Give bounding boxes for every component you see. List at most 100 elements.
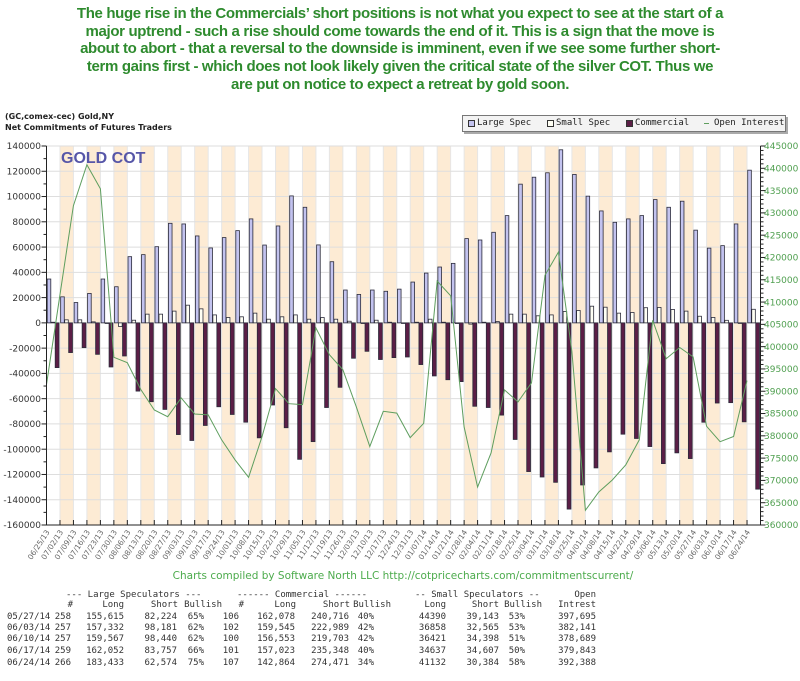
- annotation-text: The huge rise in the Commercials’ short …: [0, 5, 800, 94]
- large-spec-bar: [464, 238, 469, 324]
- cell-ls-traders: 266: [54, 657, 71, 668]
- table-row: 06/03/14 257 157,332 98,181 62% 102 159,545 222…: [0, 623, 800, 634]
- large-spec-bar: [747, 169, 752, 324]
- large-spec-bar: [720, 245, 725, 324]
- week-band: [437, 146, 451, 525]
- large-spec-bar: [437, 266, 442, 324]
- commercial-bar: [256, 322, 262, 439]
- right-axis-label: 430000: [764, 209, 799, 219]
- cell-ls-short: 82,224: [144, 611, 177, 622]
- cell-ls-long: 162,052: [86, 645, 124, 656]
- commercial-bar: [337, 322, 343, 388]
- large-spec-bar: [181, 223, 186, 324]
- cell-comm-short: 219,703: [311, 633, 349, 644]
- commercial-bar: [526, 322, 531, 472]
- cell-ss-bullish: 58%: [508, 657, 525, 668]
- small-spec-bar: [172, 310, 177, 324]
- small-spec-bar: [131, 319, 137, 324]
- commercial-bar: [378, 322, 383, 360]
- cell-comm-bullish: 40%: [357, 611, 374, 622]
- commercial-bar: [243, 322, 249, 423]
- large-spec-bar: [208, 247, 213, 324]
- group-header-open: Open: [574, 589, 596, 600]
- cell-ls-bullish: 62%: [187, 622, 204, 633]
- cell-ss-bullish: 53%: [508, 611, 525, 622]
- commercial-bar: [499, 322, 504, 416]
- legend-label-small-spec: Small Spec: [556, 118, 611, 128]
- commercial-bar: [283, 322, 289, 429]
- cell-comm-bullish: 34%: [357, 657, 374, 668]
- axes: [41, 145, 766, 526]
- table-row: 06/24/14 266 183,433 62,574 75% 107 142,864 274…: [0, 658, 800, 669]
- week-band: [383, 146, 397, 525]
- commercial-bar: [634, 322, 639, 439]
- right-axis-label: 380000: [764, 432, 799, 442]
- cell-ss-long: 36421: [418, 633, 446, 644]
- col-header-open-interest: Intrest: [558, 599, 596, 610]
- commercial-bar: [485, 322, 491, 408]
- left-axis-label: -140000: [3, 496, 41, 506]
- small-spec-bar: [50, 321, 56, 324]
- cell-comm-bullish: 42%: [357, 622, 374, 633]
- cell-ls-short: 98,181: [144, 622, 177, 633]
- cell-ls-long: 159,567: [86, 633, 124, 644]
- col-header-ls-bullish: Bullish: [184, 599, 222, 610]
- large-spec-swatch-icon: [468, 120, 475, 127]
- cell-ls-bullish: 75%: [187, 657, 204, 668]
- large-spec-bar: [343, 289, 348, 324]
- col-header-ss-long: Long: [424, 599, 446, 610]
- commercial-bar: [620, 322, 626, 435]
- cell-ls-short: 98,440: [144, 633, 177, 644]
- cell-ls-short: 83,757: [144, 645, 177, 656]
- cell-date: 06/03/14: [7, 622, 51, 633]
- cell-ss-short: 34,398: [466, 633, 499, 644]
- cell-ls-bullish: 65%: [187, 611, 204, 622]
- small-spec-bar: [657, 307, 662, 324]
- large-spec-bar: [275, 225, 281, 324]
- week-band: [113, 146, 128, 525]
- cell-ls-traders: 259: [54, 645, 71, 656]
- large-spec-bar: [168, 222, 173, 324]
- commercial-bar: [580, 322, 585, 486]
- large-spec-bar: [558, 149, 564, 324]
- small-spec-bar: [683, 310, 689, 324]
- cell-comm-short: 222,989: [311, 622, 349, 633]
- commercial-bar: [701, 322, 707, 423]
- right-axis-label: 370000: [764, 477, 799, 487]
- large-spec-bar: [410, 281, 415, 324]
- right-axis-label: 435000: [764, 187, 799, 197]
- large-spec-bar: [141, 254, 146, 324]
- small-spec-bar: [185, 304, 190, 324]
- large-spec-bar: [221, 237, 227, 324]
- cell-comm-short: 274,471: [311, 657, 349, 668]
- commercial-bar: [472, 322, 478, 407]
- commercial-bar: [687, 322, 693, 459]
- small-spec-bar: [118, 322, 123, 327]
- col-header-ls-traders: #: [67, 599, 73, 610]
- cell-comm-bullish: 42%: [357, 633, 374, 644]
- large-spec-bar: [356, 294, 362, 324]
- commercial-bar: [674, 322, 680, 454]
- large-spec-bar: [653, 199, 658, 324]
- large-spec-bar: [626, 218, 631, 324]
- right-axis-label: 400000: [764, 343, 799, 353]
- small-spec-bar: [697, 315, 702, 324]
- commercial-bar: [149, 322, 154, 403]
- cell-ss-short: 34,607: [466, 645, 499, 656]
- commercial-bar: [122, 322, 127, 357]
- col-header-comm-traders: #: [238, 599, 244, 610]
- group-header-small-speculators: -- Small Speculators --: [415, 589, 540, 600]
- left-axis-label: 80000: [12, 218, 41, 228]
- right-axis-label: 425000: [764, 231, 799, 241]
- commercial-bar: [458, 322, 464, 383]
- left-axis-label: -20000: [9, 344, 41, 354]
- large-spec-bar: [383, 290, 388, 324]
- large-spec-bar: [545, 172, 550, 324]
- cell-ss-long: 41132: [418, 657, 446, 668]
- small-spec-bar: [104, 322, 110, 324]
- commercial-bar: [270, 322, 275, 406]
- large-spec-bar: [289, 195, 294, 324]
- commercial-bar: [418, 322, 424, 365]
- small-spec-bar: [603, 306, 608, 324]
